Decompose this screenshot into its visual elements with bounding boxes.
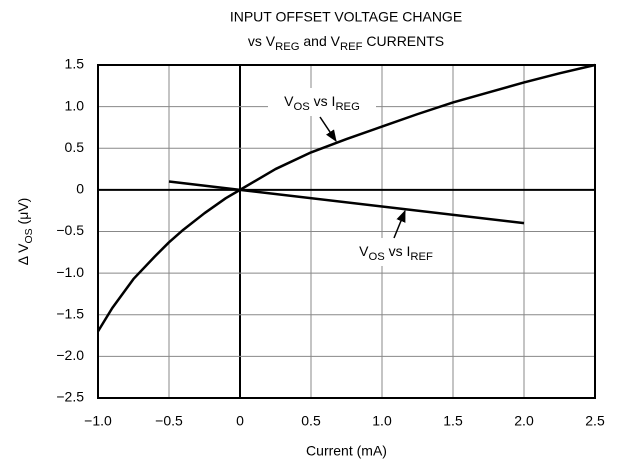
y-tick-label: −1.0 bbox=[56, 264, 84, 280]
text-part: OS bbox=[368, 251, 384, 263]
text-part: vs I bbox=[310, 93, 336, 109]
y-axis-label: Δ VOS (μV) bbox=[15, 198, 35, 266]
y-tick-label: 1.5 bbox=[65, 56, 85, 72]
y-tick-label: −1.5 bbox=[56, 305, 84, 321]
text-part: REF bbox=[410, 251, 433, 263]
x-axis-label: Current (mA) bbox=[306, 443, 387, 459]
text-part: OS bbox=[23, 228, 35, 243]
annotation-box bbox=[268, 88, 376, 116]
annotation-box bbox=[340, 238, 452, 266]
series-line bbox=[168, 180, 525, 225]
y-tick-label: 1.0 bbox=[65, 97, 85, 113]
text-part: REF bbox=[340, 41, 363, 53]
x-tick-label: 0 bbox=[236, 413, 244, 429]
y-tick-label: −0.5 bbox=[56, 222, 84, 238]
y-tick-label: 0.5 bbox=[65, 139, 85, 155]
series-line bbox=[96, 63, 596, 333]
text-part: CURRENTS bbox=[362, 33, 444, 49]
y-tick-label: −2.0 bbox=[56, 347, 84, 363]
text-part: REG bbox=[275, 41, 299, 53]
text-part: Δ V bbox=[15, 243, 31, 265]
text-part: REG bbox=[335, 101, 359, 113]
chart-title: vs VREG and VREF CURRENTS bbox=[248, 33, 444, 53]
x-tick-label: −0.5 bbox=[155, 413, 183, 429]
text-part: V bbox=[359, 243, 369, 259]
y-tick-label: 0 bbox=[76, 181, 84, 197]
x-tick-label: 2.5 bbox=[585, 413, 605, 429]
annotation-arrow bbox=[393, 209, 406, 239]
annotation-arrow bbox=[319, 116, 337, 142]
plot-frame bbox=[97, 64, 596, 399]
annotation: VOS vs IREG bbox=[284, 93, 360, 113]
text-part: vs V bbox=[248, 33, 276, 49]
x-tick-label: −1.0 bbox=[84, 413, 112, 429]
text-part: vs I bbox=[385, 243, 411, 259]
chart-title: INPUT OFFSET VOLTAGE CHANGE bbox=[230, 9, 462, 25]
y-tick-label: −2.5 bbox=[56, 389, 84, 405]
text-part: (μV) bbox=[15, 198, 31, 229]
text-part: OS bbox=[294, 101, 310, 113]
x-tick-label: 1.5 bbox=[443, 413, 463, 429]
x-tick-label: 1.0 bbox=[372, 413, 392, 429]
text-part: and V bbox=[299, 33, 340, 49]
x-tick-label: 0.5 bbox=[301, 413, 321, 429]
annotation: VOS vs IREF bbox=[359, 243, 433, 263]
text-part: V bbox=[284, 93, 294, 109]
x-tick-label: 2.0 bbox=[514, 413, 534, 429]
